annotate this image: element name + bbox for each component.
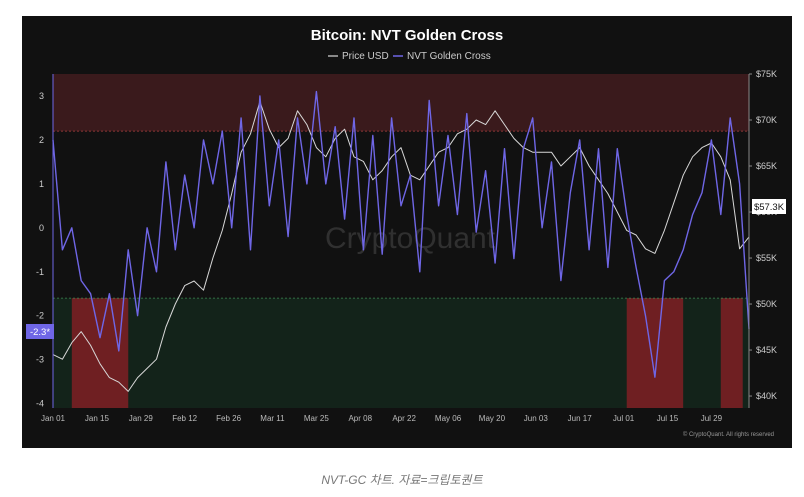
x-tick-label: May 06 [435,414,462,423]
right-tick-label: $70K [756,115,777,125]
current-price-value: $57.3K [754,202,785,213]
x-tick-label: Jan 15 [85,414,110,423]
left-tick-label: 3 [39,91,44,101]
x-tick-label: Jul 01 [613,414,635,423]
legend-nvt-label: NVT Golden Cross [407,51,491,62]
right-tick-label: $75K [756,69,777,79]
legend-price-label: Price USD [342,51,389,62]
x-tick-label: Jul 29 [701,414,723,423]
signal-zone-0 [71,298,129,408]
left-tick-label: 1 [39,179,44,189]
right-tick-label: $45K [756,345,777,355]
current-nvt-value: -2.3* [30,327,50,338]
left-tick-label: 0 [39,223,44,233]
left-tick-label: 2 [39,135,44,145]
x-tick-label: Apr 22 [392,414,416,423]
chart-panel: CryptoQuant 3210-1-2-3-4$75K$70K$65K$60K… [22,16,792,448]
x-tick-label: Jun 17 [568,414,593,423]
x-tick-label: Jan 01 [41,414,66,423]
chart-title: Bitcoin: NVT Golden Cross [311,27,504,44]
x-tick-label: Jul 15 [657,414,679,423]
x-tick-label: May 20 [479,414,506,423]
x-tick-label: Apr 08 [348,414,372,423]
watermark: CryptoQuant [325,222,496,255]
signal-zone-1 [626,298,684,408]
legend: Price USD NVT Golden Cross [328,51,491,62]
price-usd-line [52,101,750,392]
nvt-golden-cross-line [52,90,750,378]
right-tick-label: $65K [756,161,777,171]
x-tick-label: Jan 29 [129,414,154,423]
threshold-bands [53,74,749,408]
current-nvt-badge-bg [26,324,54,339]
current-price-badge: $57.3K [752,199,786,214]
right-tick-label: $50K [756,299,777,309]
current-price-badge-bg [752,199,786,214]
right-tick-label: $55K [756,253,777,263]
upper-zone [53,74,749,132]
axes: 3210-1-2-3-4$75K$70K$65K$60K$55K$50K$45K… [36,69,777,423]
signal-zone-2 [720,298,743,408]
x-tick-label: Feb 12 [172,414,197,423]
x-tick-label: Feb 26 [216,414,241,423]
current-nvt-badge: -2.3* [26,324,54,339]
x-tick-label: Mar 25 [304,414,329,423]
left-tick-label: -3 [36,355,44,365]
image-caption: NVT-GC 차트. 자료=크립토퀀트 [321,473,483,487]
x-tick-label: Mar 11 [260,414,285,423]
left-tick-label: -2 [36,311,44,321]
x-tick-label: Jun 03 [524,414,549,423]
nvt-golden-cross-chart: CryptoQuant 3210-1-2-3-4$75K$70K$65K$60K… [26,27,786,438]
left-tick-label: -4 [36,399,44,409]
copyright-notice: © CryptoQuant. All rights reserved [683,431,774,438]
left-tick-label: -1 [36,267,44,277]
right-tick-label: $40K [756,391,777,401]
series-lines [52,90,750,392]
